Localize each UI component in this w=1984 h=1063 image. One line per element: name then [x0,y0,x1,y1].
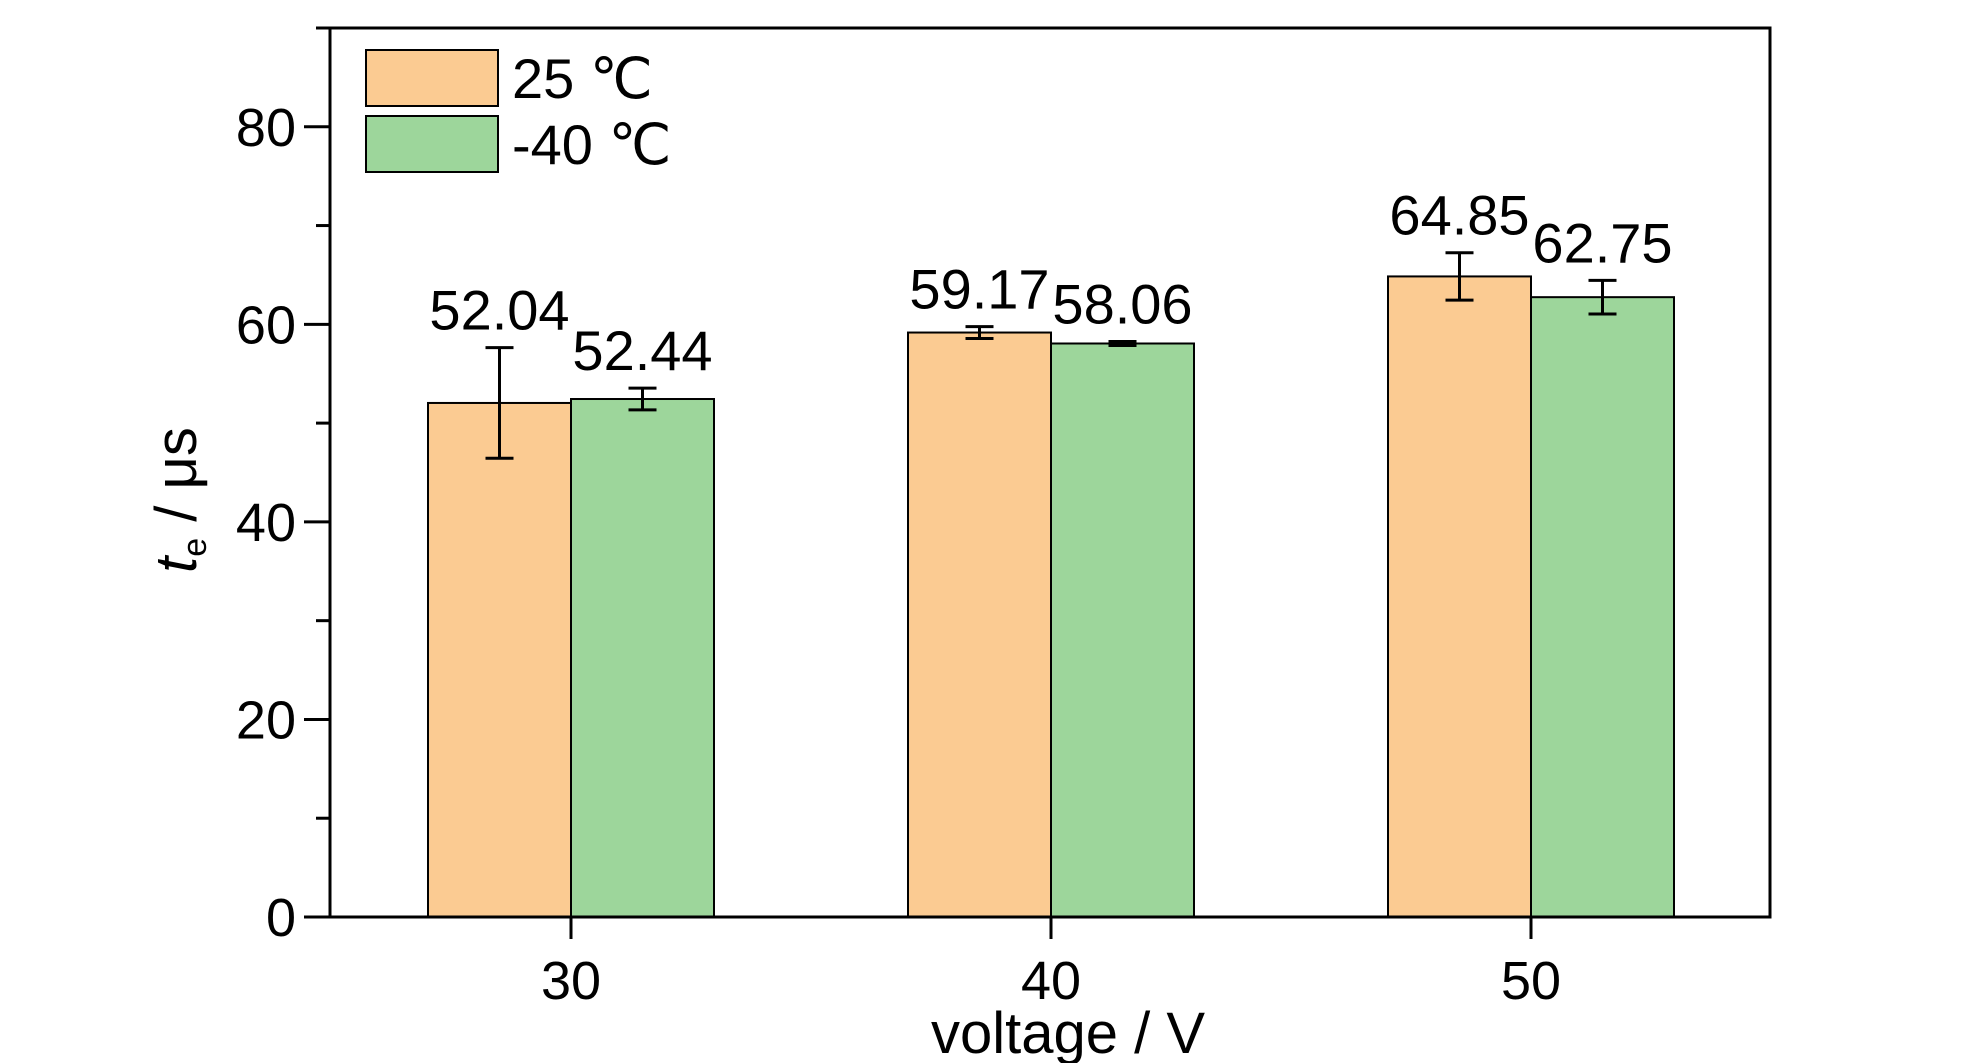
bars-layer [427,275,1675,919]
y-tick-label-40: 40 [236,493,296,553]
legend-item-series2: -40 ℃ [365,113,671,176]
error-bar-series1-40 [965,325,994,340]
data-label-series2-30: 52.44 [572,319,712,382]
bar-series1-30 [427,401,572,918]
legend-label: 25 ℃ [512,47,653,110]
bar-series2-40 [1050,342,1195,918]
legend-swatch [365,115,499,173]
error-bar-series1-50 [1445,251,1474,302]
error-bar-series1-30 [485,346,514,460]
y-tick-label-0: 0 [266,888,296,948]
data-label-series2-40: 58.06 [1052,273,1192,336]
x-tick-label-50: 50 [1501,951,1561,1011]
bar-series1-50 [1387,275,1532,919]
error-bar-series2-40 [1108,340,1137,347]
legend-item-series1: 25 ℃ [365,47,653,110]
error-bars-layer [485,251,1617,460]
legend-swatch [365,49,499,107]
x-tick-label-30: 30 [541,951,601,1011]
data-label-series1-40: 59.17 [909,258,1049,321]
data-label-series1-30: 52.04 [429,279,569,342]
bar-series2-30 [570,398,715,918]
error-bar-series2-50 [1588,278,1617,316]
x-axis-title: voltage / V [931,1001,1205,1063]
y-axis-title-symbol: t [144,554,209,573]
y-tick-label-60: 60 [236,295,296,355]
error-bar-series2-30 [628,386,657,412]
bar-series2-50 [1530,296,1675,918]
data-label-series2-50: 62.75 [1532,211,1672,274]
bar-series1-40 [907,331,1052,919]
legend: 25 ℃-40 ℃ [365,47,671,176]
data-labels-layer: 52.04 59.17 64.85 52.44 58.06 62.75 [429,184,1672,382]
y-tick-label-20: 20 [236,690,296,750]
data-label-series1-50: 64.85 [1389,184,1529,247]
legend-label: -40 ℃ [512,113,671,176]
axes-layer: 0 20 40 60 80 30 40 50 [236,26,1772,1011]
y-axis-title-subscript: e [176,538,214,557]
y-axis-title-unit: / μs [144,427,209,538]
y-axis-title: te / μs [144,427,214,573]
x-tick-label-40: 40 [1021,951,1081,1011]
y-tick-label-80: 80 [236,98,296,158]
